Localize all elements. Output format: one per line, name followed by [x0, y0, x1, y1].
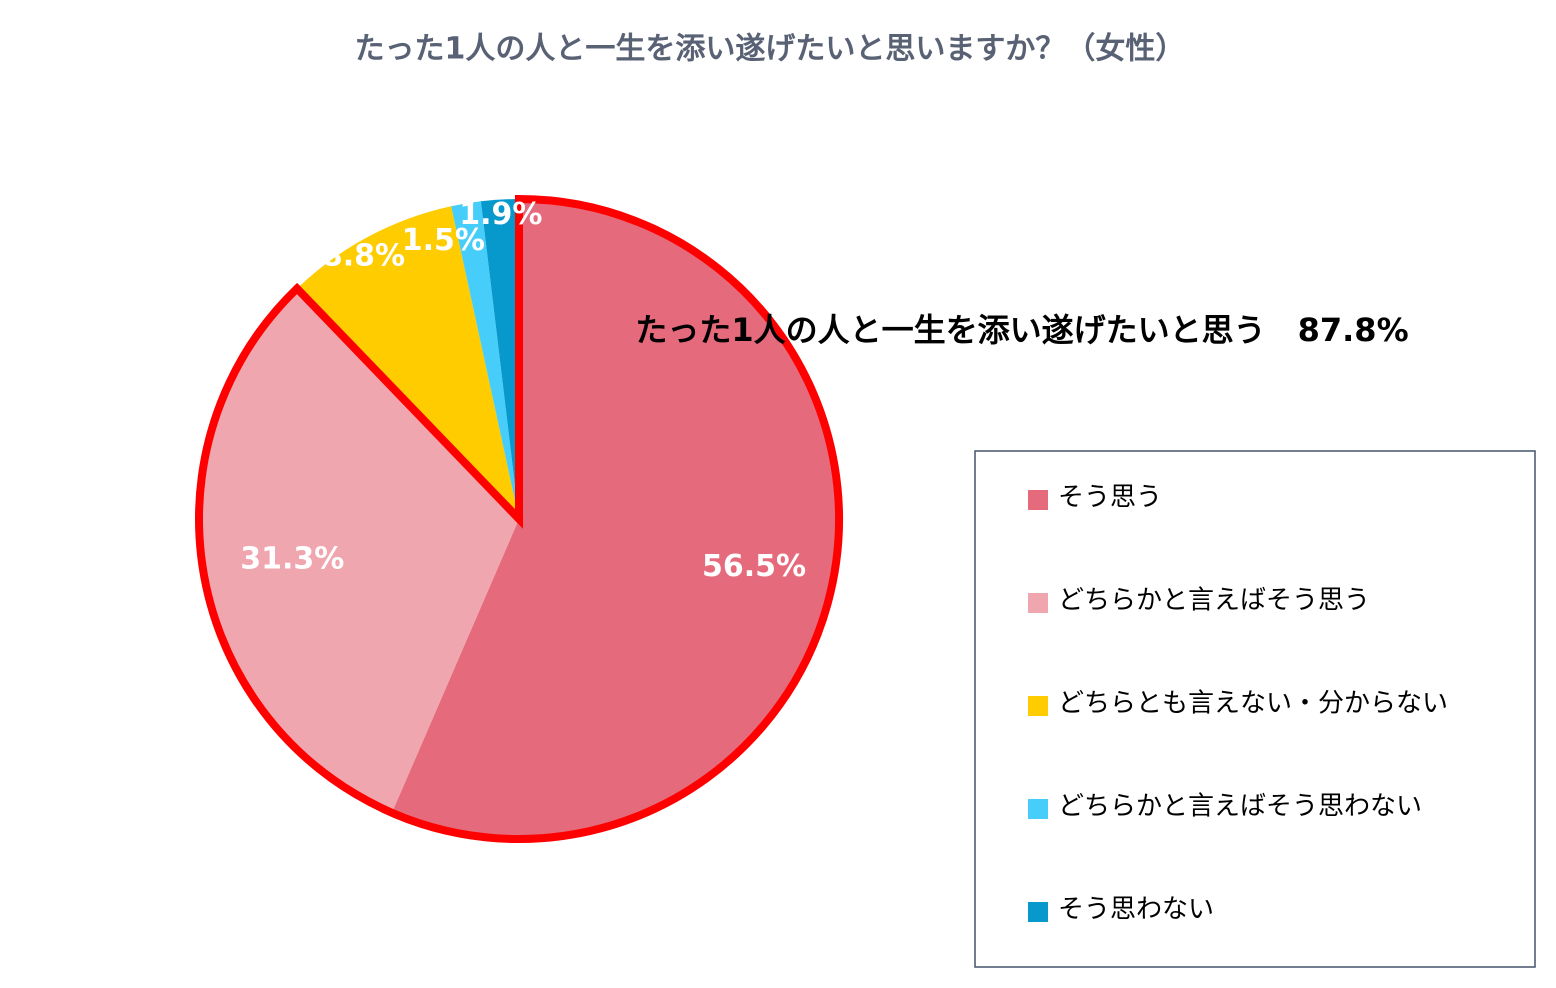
data-label: 31.3% — [240, 542, 344, 577]
legend-box — [974, 450, 1536, 968]
legend: そう思うどちらかと言えばそう思うどちらとも言えない・分からないどちらかと言えばそ… — [1028, 483, 1448, 925]
pie-slice — [199, 288, 519, 813]
highlight-outline — [195, 194, 843, 843]
legend-marker — [1028, 696, 1048, 716]
legend-label: どちらかと言えばそう思う — [1058, 586, 1370, 616]
legend-marker — [1028, 593, 1048, 613]
data-labels: 56.5% 31.3% 8.8%1.5%1.9% — [240, 197, 806, 584]
legend-label: そう思わない — [1058, 895, 1214, 925]
data-label: 1.9% — [459, 197, 542, 232]
legend-label: どちらかと言えばそう思わない — [1058, 792, 1422, 822]
legend-marker — [1028, 799, 1048, 819]
annotation: たった1人の人と一生を添い遂げたいと思う 87.8% — [635, 311, 1408, 349]
pie-slice — [391, 199, 839, 839]
legend-label: どちらとも言えない・分からない — [1058, 689, 1448, 719]
data-label: 8.8% — [322, 238, 405, 273]
pie — [199, 199, 839, 839]
data-label: 1.5% — [402, 223, 485, 258]
legend-marker — [1028, 490, 1048, 510]
pie-slice — [451, 201, 519, 519]
pie-slice — [297, 206, 519, 519]
data-label: 56.5% — [702, 549, 806, 584]
pie-slice — [480, 199, 519, 519]
legend-label: そう思う — [1058, 483, 1162, 513]
chart-title: たった1人の人と一生を添い遂げたいと思いますか？（女性） — [355, 32, 1186, 67]
legend-marker — [1028, 902, 1048, 922]
